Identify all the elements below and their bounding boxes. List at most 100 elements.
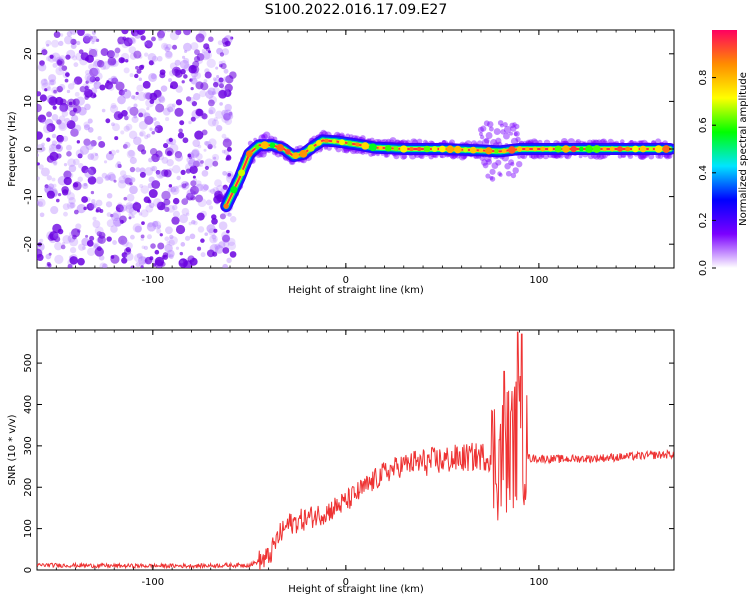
- noise-blob: [163, 44, 168, 49]
- noise-blob: [72, 158, 80, 166]
- noise-blob: [86, 74, 96, 84]
- spectrogram-ylabel: Frequency (Hz): [7, 111, 18, 187]
- noise-blob: [192, 175, 196, 179]
- spectrogram-xtick-label: -100: [141, 275, 164, 286]
- noise-blob: [201, 51, 211, 61]
- ridge-blob: [585, 145, 593, 153]
- ridge-blob: [332, 138, 337, 144]
- noise-blob: [168, 236, 178, 245]
- noise-blob: [151, 165, 158, 172]
- noise-blob: [188, 120, 192, 125]
- noise-blob: [136, 68, 142, 74]
- noise-blob: [224, 83, 233, 92]
- noise-blob: [93, 48, 98, 54]
- noise-blob: [144, 40, 153, 49]
- noise-blob: [37, 143, 45, 153]
- noise-blob: [203, 148, 207, 152]
- noise-blob: [128, 212, 133, 217]
- noise-blob: [51, 140, 58, 146]
- noise-blob: [161, 255, 166, 259]
- noise-blob: [130, 265, 135, 268]
- noise-blob: [196, 246, 202, 251]
- noise-blob: [159, 233, 163, 237]
- noise-blob: [143, 111, 151, 120]
- noise-blob: [166, 103, 176, 113]
- noise-blob: [128, 216, 132, 220]
- noise-blob: [104, 81, 114, 90]
- noise-blob: [52, 160, 58, 165]
- noise-blob: [178, 128, 183, 133]
- noise-blob: [124, 247, 132, 255]
- ridge-blob: [417, 146, 422, 152]
- colorbar-tick-label: 0.8: [698, 70, 709, 86]
- ridge-halo: [508, 159, 515, 166]
- noise-blob: [197, 198, 207, 208]
- noise-blob: [136, 84, 144, 92]
- noise-blob: [181, 80, 185, 84]
- noise-blob: [55, 144, 63, 152]
- noise-blob: [56, 119, 62, 125]
- noise-blob: [84, 72, 94, 83]
- ridge-blob: [431, 146, 438, 152]
- noise-blob: [168, 184, 173, 188]
- noise-blob: [93, 81, 102, 90]
- noise-blob: [161, 190, 171, 201]
- noise-blob: [224, 117, 233, 125]
- ridge-halo: [477, 126, 484, 133]
- noise-blob: [170, 185, 180, 195]
- noise-blob: [155, 170, 165, 179]
- noise-blob: [229, 251, 237, 258]
- noise-blob: [158, 37, 163, 42]
- noise-blob: [87, 247, 96, 256]
- noise-blob: [200, 183, 209, 192]
- ridge-halo: [491, 162, 499, 169]
- noise-blob: [223, 76, 229, 83]
- noise-blob: [150, 243, 156, 249]
- ridge-halo: [479, 155, 485, 161]
- noise-blob: [226, 146, 232, 152]
- noise-blob: [133, 103, 138, 108]
- noise-blob: [190, 185, 199, 195]
- noise-blob: [133, 50, 142, 59]
- ridge-halo: [503, 125, 512, 134]
- ridge-blob: [570, 145, 577, 153]
- ridge-blob: [423, 145, 431, 153]
- snr-xtick-label: 100: [529, 577, 548, 588]
- ridge-blob: [632, 145, 639, 153]
- noise-blob: [215, 66, 219, 70]
- noise-blob: [160, 85, 168, 92]
- noise-blob: [223, 113, 231, 121]
- noise-blob: [46, 86, 52, 92]
- ridge-blob: [609, 146, 615, 152]
- noise-blob: [116, 161, 122, 166]
- spectrogram-ytick-label: 0: [23, 146, 34, 152]
- noise-blob: [183, 197, 188, 201]
- noise-blob: [227, 113, 234, 120]
- noise-blob: [73, 76, 83, 85]
- ridge-halo: [480, 125, 487, 132]
- noise-blob: [58, 83, 66, 91]
- ridge-halo: [490, 139, 498, 147]
- noise-blob: [61, 186, 69, 194]
- noise-blob: [200, 252, 206, 258]
- noise-blob: [63, 176, 72, 186]
- noise-blob: [211, 119, 219, 127]
- noise-blob: [149, 127, 153, 131]
- noise-blob: [151, 55, 158, 62]
- ridge-blob: [463, 147, 469, 153]
- noise-blob: [175, 224, 186, 235]
- noise-blob: [82, 182, 89, 190]
- noise-blob: [208, 36, 214, 42]
- noise-blob: [87, 167, 91, 171]
- ridge-blob: [617, 146, 623, 152]
- spectrogram-ytick-label: 20: [23, 47, 34, 60]
- ridge-halo: [383, 153, 389, 158]
- noise-blob: [123, 37, 133, 47]
- ridge-blob: [469, 146, 477, 154]
- noise-blob: [146, 40, 154, 48]
- noise-blob: [70, 114, 79, 123]
- noise-blob: [112, 240, 117, 245]
- noise-blob: [188, 96, 195, 104]
- noise-blob: [165, 43, 172, 50]
- ridge-halo: [510, 172, 517, 179]
